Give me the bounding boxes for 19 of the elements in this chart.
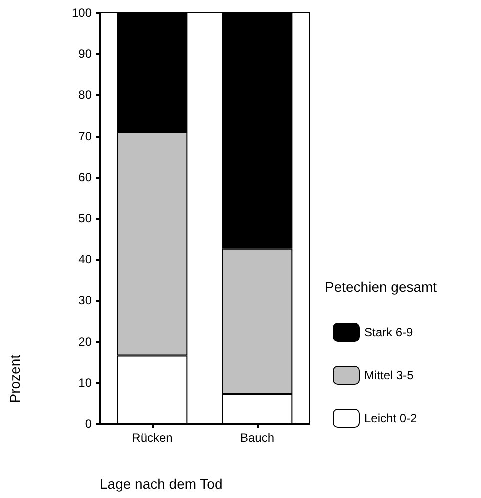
y-tick-label: 60 xyxy=(78,170,92,184)
legend-label: Stark 6-9 xyxy=(364,326,414,340)
y-tick-label: 10 xyxy=(78,376,92,390)
y-tick-label: 90 xyxy=(78,47,92,62)
y-axis-title: Prozent xyxy=(7,354,23,404)
legend-label: Leicht 0-2 xyxy=(364,412,418,426)
y-tick-label: 30 xyxy=(78,294,92,308)
y-tick-label: 40 xyxy=(78,252,92,267)
x-tick-label: Rücken xyxy=(132,431,173,445)
y-tick-label: 70 xyxy=(78,129,92,144)
y-tick-label: 100 xyxy=(72,6,92,20)
y-tick-label: 0 xyxy=(85,417,92,431)
legend-title: Petechien gesamt xyxy=(325,279,438,295)
legend-label: Mittel 3-5 xyxy=(364,368,414,382)
x-tick-label: Bauch xyxy=(240,431,275,445)
y-tick-label: 80 xyxy=(78,88,92,102)
y-tick-label: 50 xyxy=(78,212,92,226)
y-tick-label: 20 xyxy=(78,334,92,349)
x-axis-title: Lage nach dem Tod xyxy=(100,476,223,492)
